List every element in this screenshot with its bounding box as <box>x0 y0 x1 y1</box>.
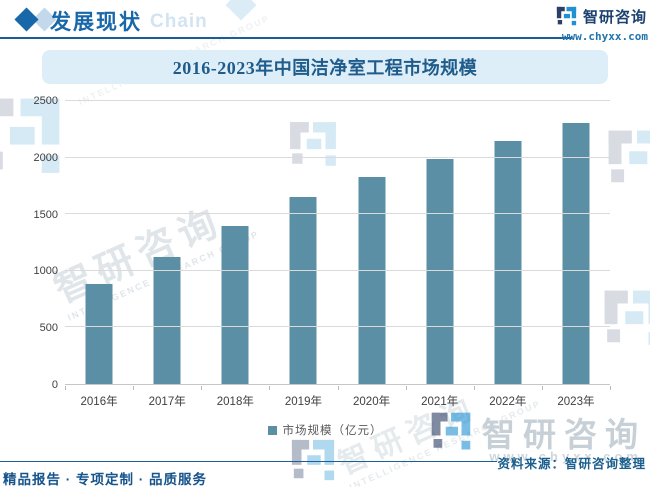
bar-slot <box>65 101 133 384</box>
chart-title: 2016-2023年中国洁净室工程市场规模 <box>172 58 478 78</box>
bar-2020年 <box>358 176 386 384</box>
gridline <box>65 269 610 271</box>
header-divider <box>0 37 572 39</box>
bar-slot <box>406 101 474 384</box>
x-tick-label: 2017年 <box>148 396 186 408</box>
x-axis-tick <box>473 386 475 390</box>
bar-2022年 <box>494 140 522 384</box>
legend-swatch <box>267 425 277 435</box>
x-axis-tick <box>201 386 203 390</box>
bar-2019年 <box>289 197 317 384</box>
footer-slogan: 精品报告 · 专项定制 · 品质服务 <box>3 472 207 487</box>
brand-url: www.chyxx.com <box>561 30 648 43</box>
y-tick-label: 2000 <box>33 151 58 164</box>
header-diamond-dark-icon <box>14 7 39 32</box>
x-axis-labels: 2016年 2017年 2018年 2019年 2020年 2021年 2022年 2023年 <box>65 393 610 409</box>
x-axis-tick <box>65 386 66 390</box>
plot-area <box>65 100 610 385</box>
x-tick-label: 2018年 <box>216 396 254 408</box>
x-axis-tick <box>337 386 339 390</box>
bar-2023年 <box>562 122 590 384</box>
x-tick-label: 2022年 <box>489 396 527 408</box>
y-tick-label: 1000 <box>33 265 58 278</box>
y-tick-label: 0 <box>51 379 58 391</box>
header-section-title: 发展现状 <box>50 11 142 34</box>
bar-2021年 <box>426 158 454 384</box>
bar-slot <box>201 101 269 384</box>
x-tick-label: 2023年 <box>557 396 595 408</box>
legend: 市场规模（亿元） <box>0 422 650 438</box>
x-tick-label: 2019年 <box>284 396 322 408</box>
x-tick-label: 2020年 <box>353 396 391 408</box>
brand-block: 智研咨询 <box>556 6 647 27</box>
header-section-watermark: Chain <box>150 11 208 32</box>
chart-title-band: 2016-2023年中国洁净室工程市场规模 <box>42 50 608 84</box>
x-axis-tick <box>610 386 611 390</box>
y-tick-label: 500 <box>39 322 58 335</box>
bar-slot <box>474 101 542 384</box>
bar-slot <box>133 101 201 384</box>
data-source-text: 资料来源：智研咨询整理 <box>497 457 646 471</box>
y-tick-label: 1500 <box>33 208 58 221</box>
gridline <box>65 100 610 101</box>
x-axis-tick <box>133 386 135 390</box>
brand-name: 智研咨询 <box>582 9 647 26</box>
brand-logo-icon <box>556 6 577 27</box>
y-axis: 0 500 1000 1500 2000 2500 <box>0 95 58 391</box>
y-tick-label: 2500 <box>33 95 58 107</box>
bar-2016年 <box>85 284 113 384</box>
bar-2018年 <box>221 225 249 384</box>
x-axis-tick <box>405 386 407 390</box>
bar-slot <box>269 101 337 384</box>
x-tick-label: 2016年 <box>80 396 118 408</box>
x-axis-tick <box>269 386 271 390</box>
footer-divider <box>0 461 497 462</box>
x-tick-label: 2021年 <box>421 396 459 408</box>
legend-label: 市场规模（亿元） <box>282 425 383 437</box>
x-axis-tick <box>541 386 543 390</box>
gridline <box>65 156 610 158</box>
gridline <box>65 326 610 328</box>
bar-slot <box>338 101 406 384</box>
bar-series <box>65 101 610 384</box>
bar-2017年 <box>153 257 181 384</box>
bar-slot <box>542 101 610 384</box>
gridline <box>65 213 610 215</box>
x-axis-ticks <box>65 386 611 391</box>
